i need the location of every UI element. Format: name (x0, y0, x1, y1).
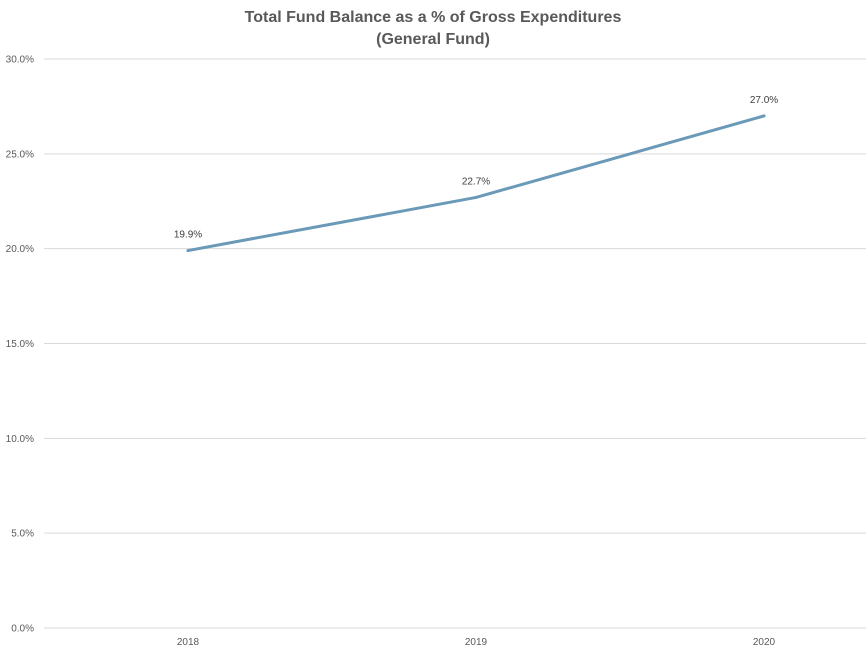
data-point (474, 195, 478, 199)
x-tick-label: 2019 (465, 637, 488, 648)
data-label: 19.9% (174, 230, 202, 241)
data-point (762, 114, 766, 118)
y-tick-label: 10.0% (6, 434, 34, 445)
gridlines (44, 58, 866, 629)
y-tick-label: 20.0% (6, 244, 34, 255)
y-tick-label: 5.0% (11, 529, 34, 540)
chart-title: Total Fund Balance as a % of Gross Expen… (244, 9, 622, 26)
x-axis-ticks: 2018 2019 2020 (177, 637, 776, 648)
data-point (186, 249, 190, 253)
y-tick-label: 30.0% (6, 55, 34, 66)
y-tick-label: 25.0% (6, 149, 34, 160)
y-tick-label: 15.0% (6, 339, 34, 350)
y-tick-label: 0.0% (11, 624, 34, 635)
data-labels: 19.9% 22.7% 27.0% (174, 95, 778, 241)
y-axis-ticks: 0.0% 5.0% 10.0% 15.0% 20.0% 25.0% 30.0% (6, 55, 34, 635)
data-label: 22.7% (462, 176, 490, 187)
data-label: 27.0% (750, 95, 778, 106)
x-tick-label: 2018 (177, 637, 200, 648)
x-tick-label: 2020 (753, 637, 776, 648)
chart-title-block: Total Fund Balance as a % of Gross Expen… (0, 7, 866, 51)
chart-subtitle: (General Fund) (376, 31, 490, 48)
series-layer (186, 114, 766, 253)
